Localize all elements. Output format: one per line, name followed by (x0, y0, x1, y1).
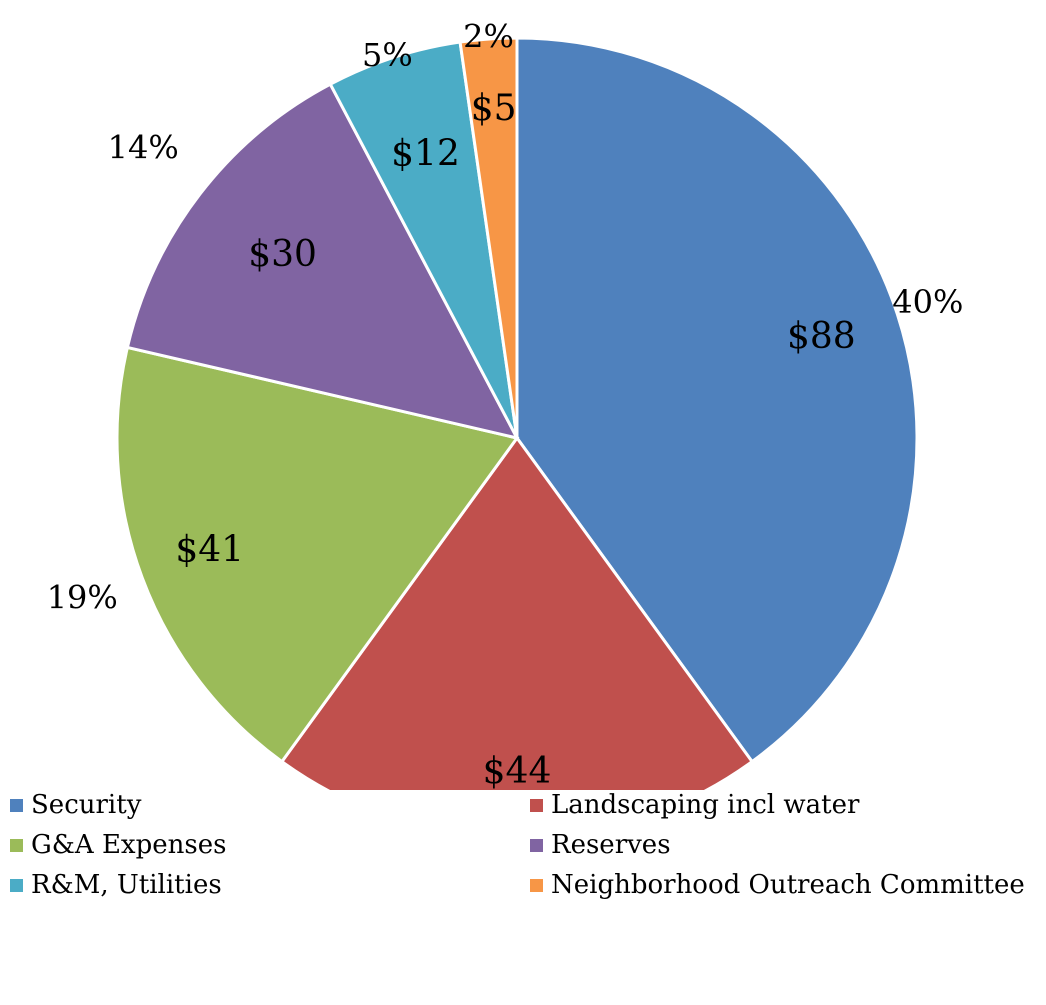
value-label-security: $88 (787, 316, 856, 357)
percent-label-reserves: 14% (108, 128, 179, 166)
legend-label: G&A Expenses (31, 830, 227, 860)
value-label-landscaping-incl-water: $44 (483, 751, 552, 790)
legend-item-reserves: Reserves (530, 828, 671, 862)
legend-item-r-m-utilities: R&M, Utilities (10, 868, 222, 902)
percent-label-neighborhood-outreach-committee: 2% (463, 18, 514, 56)
legend-swatch (10, 798, 23, 812)
percent-label-g-a-expenses: 19% (47, 579, 118, 617)
value-label-neighborhood-outreach-committee: $5 (471, 88, 517, 129)
legend-item-security: Security (10, 788, 141, 822)
value-label-r-m-utilities: $12 (391, 133, 460, 174)
legend-swatch (530, 838, 543, 852)
legend-label: Reserves (551, 830, 671, 860)
legend-swatch (530, 878, 543, 892)
pie-slice-neighborhood-outreach-committee (458, 36, 519, 439)
percent-label-security: 40% (892, 283, 963, 321)
pie-slice-security (515, 36, 919, 764)
legend-label: Neighborhood Outreach Committee (551, 870, 1025, 900)
pie-slice-reserves (125, 82, 520, 441)
value-label-reserves: $30 (248, 234, 317, 275)
pie-slice-landscaping-incl-water (279, 435, 755, 790)
value-label-g-a-expenses: $41 (175, 530, 244, 571)
legend-label: Landscaping incl water (551, 790, 860, 820)
legend-item-g-a-expenses: G&A Expenses (10, 828, 226, 862)
percent-label-r-m-utilities: 5% (362, 36, 413, 74)
legend-swatch (530, 798, 543, 812)
legend-item-neighborhood-outreach-committee: Neighborhood Outreach Committee (530, 868, 1025, 902)
legend-label: Security (31, 790, 142, 820)
pie-slice-g-a-expenses (115, 345, 520, 764)
legend-swatch (10, 878, 23, 892)
legend-swatch (10, 838, 23, 852)
pie-slice-r-m-utilities (328, 40, 519, 439)
legend-item-landscaping-incl-water: Landscaping incl water (530, 788, 859, 822)
legend-label: R&M, Utilities (31, 870, 222, 900)
